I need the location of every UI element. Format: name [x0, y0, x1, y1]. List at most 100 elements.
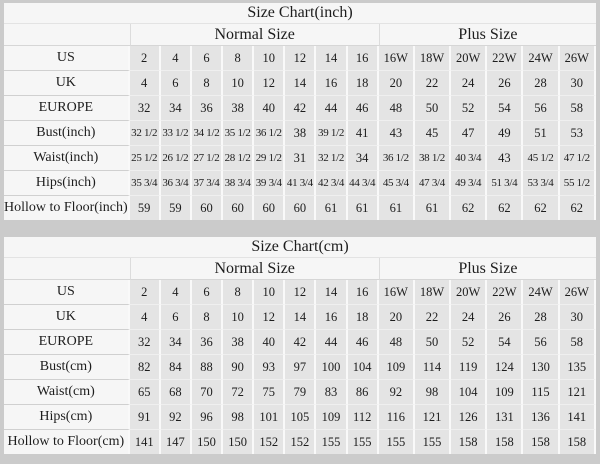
size-cell: 56 [523, 330, 560, 355]
size-cell: 58 [559, 96, 596, 121]
size-cell: 38 [223, 96, 255, 121]
size-cell: 155 [378, 430, 415, 454]
size-chart-inch-table: Size Chart(inch) Normal Size Plus Size US 2 4… [4, 3, 596, 220]
size-cell: 26 1/2 [160, 146, 192, 171]
size-cell: 109 [316, 405, 348, 430]
size-cell: 16 [316, 71, 348, 96]
size-cell: 38 3/4 [223, 171, 255, 196]
size-cell: 61 [414, 196, 452, 220]
size-cell: 43 [487, 146, 524, 171]
size-cell: 34 [160, 330, 192, 355]
size-cell: 18W [414, 280, 452, 305]
size-cell: 16W [378, 280, 415, 305]
size-cell: 12 [285, 280, 317, 305]
size-cell: 38 1/2 [414, 146, 452, 171]
size-cell: 101 [254, 405, 286, 430]
size-cell: 44 3/4 [347, 171, 379, 196]
size-cell: 83 [316, 380, 348, 405]
size-cell: 10 [223, 71, 255, 96]
size-cell: 34 [160, 96, 192, 121]
size-cell: 97 [285, 355, 317, 380]
table-title: Size Chart(cm) [4, 237, 596, 258]
size-cell: 24W [523, 46, 560, 71]
size-cell: 8 [223, 46, 255, 71]
size-chart-page: Size Chart(inch) Normal Size Plus Size US 2 4… [4, 3, 596, 454]
size-cell: 28 [523, 71, 560, 96]
size-cell: 136 [523, 405, 560, 430]
size-cell: 6 [191, 280, 224, 305]
size-cell: 35 1/2 [223, 121, 255, 146]
size-cell: 45 3/4 [378, 171, 415, 196]
size-cell: 75 [254, 380, 286, 405]
size-cell: 152 [285, 430, 317, 454]
size-cell: 38 [285, 121, 317, 146]
size-cell: 42 [285, 96, 317, 121]
size-cell: 141 [129, 430, 161, 454]
size-cell: 14 [316, 280, 348, 305]
size-cell: 24 [451, 71, 488, 96]
size-cell: 28 1/2 [223, 146, 255, 171]
size-cell: 8 [191, 305, 224, 330]
size-cell: 60 [191, 196, 224, 220]
size-cell: 44 [316, 330, 348, 355]
size-cell: 150 [191, 430, 224, 454]
size-cell: 47 3/4 [414, 171, 452, 196]
size-cell: 51 3/4 [487, 171, 524, 196]
size-cell: 158 [487, 430, 524, 454]
size-cell: 18W [414, 46, 452, 71]
size-cell: 32 1/2 [129, 121, 161, 146]
size-cell: 88 [191, 355, 224, 380]
size-cell: 44 [316, 96, 348, 121]
size-cell: 62 [487, 196, 524, 220]
row-label-europe: EUROPE [4, 330, 130, 355]
size-cell: 47 1/2 [559, 146, 596, 171]
size-cell: 59 [129, 196, 161, 220]
size-cell: 36 1/2 [254, 121, 286, 146]
size-cell: 6 [160, 71, 192, 96]
size-cell: 115 [523, 380, 560, 405]
row-label-hips-cm: Hips(cm) [4, 405, 130, 430]
row-label-uk: UK [4, 305, 130, 330]
size-cell: 121 [414, 405, 452, 430]
size-cell: 119 [451, 355, 488, 380]
size-cell: 61 [316, 196, 348, 220]
size-cell: 54 [487, 96, 524, 121]
size-cell: 158 [451, 430, 488, 454]
size-cell: 155 [316, 430, 348, 454]
row-label-hollow-to-floor-cm: Hollow to Floor(cm) [4, 430, 130, 454]
size-cell: 20 [378, 305, 415, 330]
size-cell: 38 [223, 330, 255, 355]
size-cell: 53 [559, 121, 596, 146]
row-label-uk: UK [4, 71, 130, 96]
size-cell: 8 [223, 280, 255, 305]
size-cell: 22 [414, 305, 452, 330]
size-cell: 40 [254, 96, 286, 121]
size-cell: 47 [451, 121, 488, 146]
size-cell: 12 [254, 305, 286, 330]
size-cell: 20W [451, 46, 488, 71]
size-cell: 114 [414, 355, 452, 380]
size-cell: 16 [347, 280, 379, 305]
table-title: Size Chart(inch) [4, 3, 596, 24]
size-cell: 61 [378, 196, 415, 220]
size-cell: 100 [316, 355, 348, 380]
table-gap [4, 220, 596, 237]
row-label-hips-inch: Hips(inch) [4, 171, 130, 196]
size-cell: 4 [129, 305, 161, 330]
size-cell: 49 3/4 [451, 171, 488, 196]
size-cell: 39 3/4 [254, 171, 286, 196]
size-cell: 68 [160, 380, 192, 405]
size-cell: 37 3/4 [191, 171, 224, 196]
size-cell: 60 [254, 196, 286, 220]
size-cell: 98 [414, 380, 452, 405]
size-cell: 14 [316, 46, 348, 71]
row-label-bust-inch: Bust(inch) [4, 121, 130, 146]
size-cell: 16W [378, 46, 415, 71]
size-cell: 26W [559, 46, 596, 71]
size-cell: 20 [378, 71, 415, 96]
size-cell: 4 [160, 46, 192, 71]
size-cell: 34 [347, 146, 379, 171]
size-cell: 4 [160, 280, 192, 305]
size-cell: 4 [129, 71, 161, 96]
size-cell: 16 [347, 46, 379, 71]
